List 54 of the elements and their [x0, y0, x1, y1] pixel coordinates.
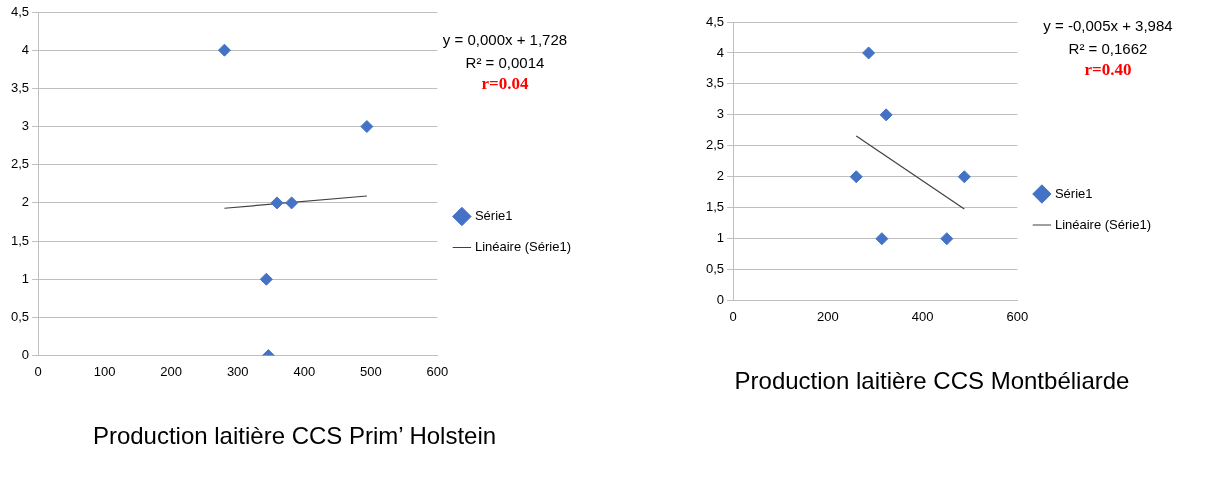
point — [285, 196, 299, 210]
point — [862, 46, 876, 60]
y-tick-label: 4 — [716, 44, 725, 60]
legend-label: Linéaire (Série1) — [1054, 216, 1152, 232]
y-tick-label: 2 — [21, 194, 30, 210]
x-tick-label: 0 — [34, 363, 42, 379]
x-tick-label: 100 — [93, 363, 116, 379]
x-tick-label: 400 — [911, 308, 934, 324]
text: y = 0,000x + 1,728 — [441, 30, 569, 50]
x-tick-label: 200 — [160, 363, 183, 379]
point — [957, 170, 971, 184]
text: Production laitière CCS Montbéliarde — [734, 367, 1130, 395]
y-tick-label: 3,5 — [10, 79, 30, 95]
text: r=0.40 — [1083, 60, 1133, 80]
legend-label: Série1 — [1054, 185, 1093, 201]
text: y = -0,005x + 3,984 — [1042, 16, 1174, 36]
y-tick-label: 0,5 — [705, 261, 725, 277]
point — [259, 272, 273, 286]
text: Production laitière CCS Prim’ Holstein — [92, 422, 497, 450]
y-tick-label: 3,5 — [705, 75, 725, 91]
y-tick-label: 0 — [716, 292, 725, 308]
y-tick-label: 0,5 — [10, 309, 30, 324]
text: R² = 0,1662 — [1067, 39, 1149, 59]
x-tick-label: 200 — [817, 308, 839, 324]
y-tick-label: 4,5 — [705, 13, 725, 29]
legend-label: Linéaire (Série1) — [474, 239, 572, 255]
point — [849, 170, 863, 184]
x-tick-label: 400 — [293, 363, 316, 379]
x-tick-label: 300 — [226, 363, 249, 379]
x-tick-label: 600 — [426, 363, 449, 379]
y-tick-label: 1 — [21, 270, 30, 286]
point — [217, 43, 231, 57]
x-tick-label: 0 — [729, 308, 737, 324]
y-tick-label: 4,5 — [10, 3, 30, 19]
y-tick-label: 1,5 — [705, 199, 725, 215]
point — [360, 120, 374, 134]
point — [940, 232, 954, 246]
y-tick-label: 4 — [21, 41, 30, 57]
point — [270, 196, 284, 210]
point — [875, 232, 889, 246]
legend-label: Série1 — [474, 208, 513, 224]
y-tick-label: 2,5 — [705, 137, 725, 153]
y-tick-label: 1,5 — [10, 232, 30, 248]
y-tick-label: 2 — [716, 168, 725, 184]
y-tick-label: 3 — [716, 106, 725, 122]
text: R² = 0,0014 — [464, 53, 546, 73]
x-tick-label: 500 — [359, 363, 382, 379]
point — [879, 108, 893, 122]
y-tick-label: 0 — [21, 347, 30, 363]
x-tick-label: 600 — [1006, 308, 1029, 324]
y-tick-label: 3 — [21, 118, 30, 134]
y-tick-label: 2,5 — [10, 156, 30, 172]
y-tick-label: 1 — [716, 230, 725, 246]
text: r=0.04 — [480, 74, 530, 94]
